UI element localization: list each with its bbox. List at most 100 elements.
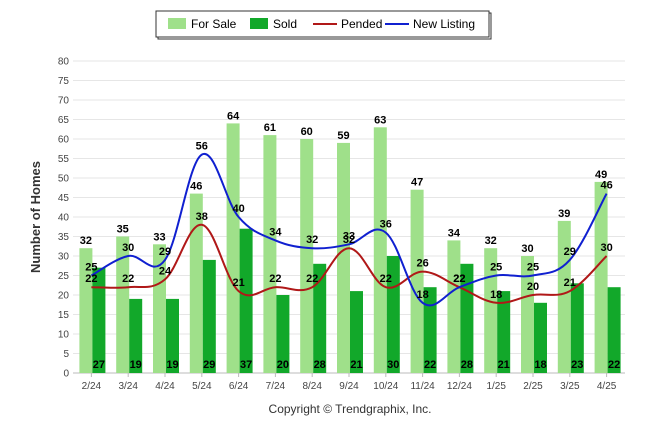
x-tick-label: 10/24 (373, 381, 398, 392)
y-tick-label: 25 (58, 271, 70, 282)
y-tick-label: 5 (63, 349, 69, 360)
data-label-for-sale: 33 (153, 231, 165, 243)
data-label-sold: 37 (240, 359, 252, 371)
bar-for-sale (300, 139, 314, 373)
y-tick-label: 50 (58, 174, 70, 185)
x-tick-label: 2/24 (82, 381, 102, 392)
data-label-sold: 27 (93, 359, 105, 371)
bar-for-sale (79, 248, 93, 373)
y-tick-label: 55 (58, 154, 70, 165)
y-tick-label: 70 (58, 96, 70, 107)
data-label-for-sale: 60 (301, 126, 313, 138)
data-label-sold: 21 (498, 359, 510, 371)
data-label-for-sale: 34 (448, 227, 461, 239)
bar-sold (92, 267, 106, 373)
data-label-new-listing: 29 (564, 246, 576, 258)
data-label-pended: 20 (527, 281, 539, 293)
bar-for-sale (521, 256, 534, 373)
bar-for-sale (153, 244, 166, 373)
bar-sold (460, 263, 474, 373)
x-tick-label: 4/25 (597, 381, 617, 392)
data-label-pended: 22 (453, 273, 465, 285)
data-label-new-listing: 30 (122, 242, 134, 254)
legend-swatch-sold (250, 18, 268, 29)
bar-for-sale (410, 189, 424, 373)
x-tick-label: 2/25 (523, 381, 543, 392)
data-label-new-listing: 46 (600, 180, 612, 192)
data-label-sold: 28 (314, 359, 326, 371)
y-tick-label: 40 (58, 213, 70, 224)
data-label-pended: 18 (490, 289, 502, 301)
bar-sold (534, 302, 547, 373)
data-label-pended: 24 (159, 265, 172, 277)
legend: For Sale Sold Pended New Listing (155, 10, 492, 40)
y-tick-label: 65 (58, 115, 70, 126)
data-label-new-listing: 18 (416, 289, 428, 301)
x-tick-label: 5/24 (192, 381, 212, 392)
bar-sold (570, 283, 584, 373)
bar-sold (129, 298, 143, 373)
data-label-for-sale: 46 (190, 181, 202, 193)
legend-swatch-for-sale (168, 18, 186, 29)
data-label-for-sale: 32 (485, 235, 497, 247)
bar-for-sale (557, 220, 571, 373)
data-label-pended: 22 (122, 273, 134, 285)
data-label-for-sale: 63 (374, 114, 386, 126)
data-label-for-sale: 49 (595, 169, 607, 181)
data-label-pended: 22 (269, 273, 281, 285)
data-label-pended: 32 (343, 234, 355, 246)
data-label-sold: 29 (203, 359, 215, 371)
bar-for-sale (447, 240, 461, 373)
y-axis-label: Number of Homes (28, 161, 43, 273)
bar-sold (350, 291, 363, 373)
y-tick-label: 35 (58, 232, 70, 243)
bar-sold (239, 228, 253, 373)
data-label-new-listing: 56 (196, 141, 208, 153)
data-label-sold: 19 (130, 359, 142, 371)
series-line-pended (91, 223, 608, 304)
data-label-pended: 30 (600, 242, 612, 254)
bar-for-sale (337, 142, 350, 373)
data-label-sold: 18 (534, 359, 546, 371)
data-label-new-listing: 33 (343, 230, 355, 242)
x-tick-label: 11/24 (410, 381, 435, 392)
x-tick-label: 6/24 (229, 381, 249, 392)
data-label-pended: 21 (564, 277, 576, 289)
bar-sold (607, 287, 621, 373)
data-label-new-listing: 29 (159, 246, 171, 258)
bar-sold (497, 291, 511, 373)
data-label-new-listing: 32 (306, 234, 318, 246)
data-label-new-listing: 25 (85, 262, 97, 274)
x-tick-label: 9/24 (339, 381, 359, 392)
y-tick-label: 45 (58, 193, 70, 204)
data-label-pended: 22 (306, 273, 318, 285)
bar-for-sale (484, 248, 498, 373)
data-label-new-listing: 25 (490, 262, 502, 274)
data-label-new-listing: 25 (527, 262, 539, 274)
bar-sold (313, 263, 327, 373)
data-label-for-sale: 61 (264, 122, 276, 134)
y-tick-label: 15 (58, 310, 70, 321)
bar-for-sale (189, 193, 203, 373)
data-label-sold: 19 (166, 359, 178, 371)
data-label-new-listing: 34 (269, 226, 282, 238)
data-label-new-listing: 40 (232, 203, 244, 215)
bar-sold (276, 295, 290, 373)
bars-layer (79, 123, 621, 374)
legend-label-sold: Sold (273, 17, 297, 31)
data-label-pended: 38 (196, 211, 208, 223)
y-tick-label: 10 (58, 330, 70, 341)
x-tick-label: 3/25 (560, 381, 580, 392)
y-tick-label: 80 (58, 57, 70, 68)
data-label-sold: 21 (350, 359, 362, 371)
data-label-for-sale: 35 (117, 224, 129, 236)
y-axis: 0 5 10 15 20 25 30 35 40 45 50 55 60 65 70 75 80 (58, 57, 70, 380)
y-tick-label: 75 (58, 76, 70, 87)
lines-layer (90, 153, 608, 307)
bar-for-sale (594, 181, 608, 373)
bar-sold (166, 298, 179, 373)
data-label-sold: 28 (461, 359, 473, 371)
bar-sold (202, 259, 216, 373)
legend-label-new-listing: New Listing (413, 17, 475, 31)
